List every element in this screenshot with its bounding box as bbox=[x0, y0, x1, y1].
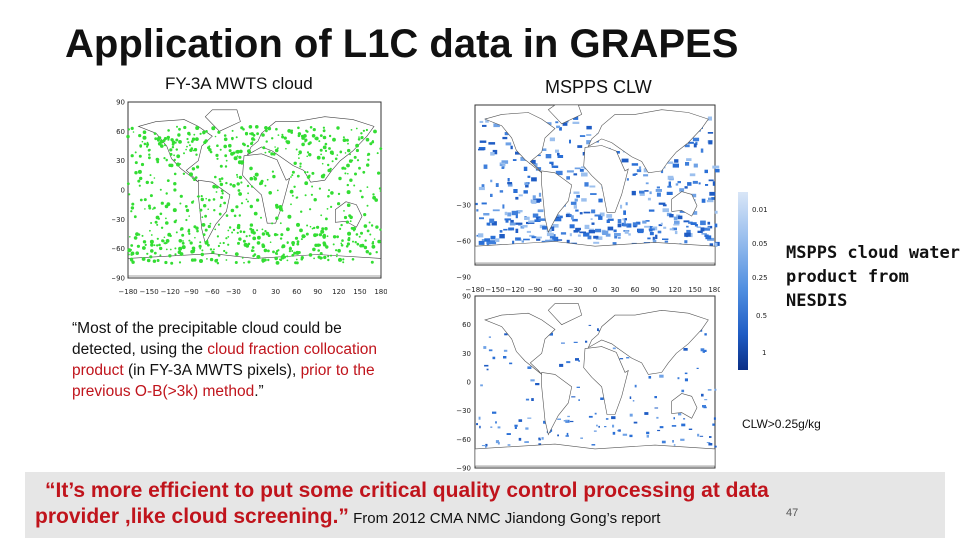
legend-label: 0.05 bbox=[752, 240, 768, 248]
lat-tick: 60 bbox=[116, 128, 125, 136]
lon-tick: −30 bbox=[226, 288, 241, 296]
lon-tick: 60 bbox=[631, 286, 640, 294]
continent-outline bbox=[474, 241, 716, 264]
clw-threshold: CLW>0.25g/kg bbox=[742, 417, 821, 431]
lat-tick: −60 bbox=[456, 238, 471, 246]
continent-outline bbox=[547, 303, 583, 326]
lon-tick: 90 bbox=[313, 288, 322, 296]
lon-tick: 30 bbox=[611, 286, 620, 294]
continent-outline bbox=[137, 119, 213, 183]
lat-tick: −90 bbox=[112, 275, 125, 283]
lon-tick: 90 bbox=[651, 286, 660, 294]
lon-tick: 60 bbox=[292, 288, 301, 296]
lat-tick: −90 bbox=[456, 465, 471, 473]
clw-color-legend bbox=[738, 192, 772, 370]
continent-outline bbox=[335, 201, 363, 228]
cloud-detection-quote: “Most of the precipitable cloud could be… bbox=[72, 320, 378, 400]
lon-tick: 0 bbox=[593, 286, 597, 294]
bottom-quote-line2: provider ,like cloud screening.” From 20… bbox=[35, 505, 661, 528]
continent-outline bbox=[474, 443, 716, 467]
lat-tick: 90 bbox=[116, 99, 125, 107]
lat-tick: 0 bbox=[121, 187, 125, 195]
lat-tick: −30 bbox=[456, 407, 471, 415]
slide-title: Application of L1C data in GRAPES bbox=[65, 22, 739, 66]
lat-tick: 30 bbox=[462, 350, 471, 358]
legend-label: 1 bbox=[762, 349, 767, 357]
lat-tick: −60 bbox=[456, 436, 471, 444]
nesdis-note: MSPPS cloud water product from NESDIS bbox=[786, 243, 960, 311]
continent-outline bbox=[547, 104, 583, 125]
continent-outline bbox=[587, 309, 709, 375]
lon-tick: −120 bbox=[505, 286, 524, 294]
continent-outline bbox=[242, 153, 291, 224]
lat-tick: 30 bbox=[116, 157, 125, 165]
legend-label: 0.01 bbox=[752, 206, 768, 214]
lat-tick: 0 bbox=[467, 379, 471, 387]
lon-tick: −30 bbox=[568, 286, 583, 294]
lon-tick: 180 bbox=[374, 288, 387, 296]
mspps-clw-map-bottom: 90 60 30 0 −30 −60 −90 bbox=[456, 293, 717, 473]
continent-outline bbox=[671, 393, 698, 419]
lon-tick: −150 bbox=[139, 288, 158, 296]
right-map-label: MSPPS CLW bbox=[545, 77, 652, 97]
legend-label: 0.25 bbox=[752, 274, 768, 282]
lon-tick: 150 bbox=[688, 286, 701, 294]
lat-tick: 60 bbox=[462, 321, 471, 329]
quote-source: From 2012 CMA NMC Jiandong Gong’s report bbox=[348, 510, 661, 527]
lon-tick: −180 bbox=[465, 286, 484, 294]
continent-outline bbox=[484, 312, 556, 375]
mspps-clw-map-top: −30 −60 −90 −180 −150 −120 −90 −60 −30 0 30 60 90 12… bbox=[456, 104, 720, 294]
continent-outline bbox=[204, 109, 241, 132]
lon-tick: 120 bbox=[332, 288, 345, 296]
lon-tick: −60 bbox=[205, 288, 220, 296]
lon-tick: 150 bbox=[353, 288, 366, 296]
continent-outline bbox=[583, 145, 629, 213]
continent-outline bbox=[484, 112, 556, 174]
lat-tick: −30 bbox=[456, 202, 471, 210]
lon-tick: −180 bbox=[118, 288, 137, 296]
bottom-quote-box bbox=[25, 472, 945, 538]
legend-label: 0.5 bbox=[756, 312, 768, 320]
lon-tick: −120 bbox=[161, 288, 180, 296]
continent-outline bbox=[583, 346, 629, 415]
lon-tick: −90 bbox=[184, 288, 199, 296]
lon-tick: −90 bbox=[528, 286, 543, 294]
lat-tick: −90 bbox=[456, 274, 471, 282]
lon-tick: 120 bbox=[668, 286, 681, 294]
lon-tick: −150 bbox=[485, 286, 504, 294]
page-number: 47 bbox=[786, 507, 799, 519]
lon-tick: −60 bbox=[548, 286, 563, 294]
bottom-quote-line1: “It’s more efficient to put some critica… bbox=[45, 479, 769, 502]
mwts-cloud-map: 90 60 30 0 −30 −60 −90 −180 −150 −120 −90 −60 −30 0 3… bbox=[112, 99, 387, 297]
continent-outline bbox=[541, 372, 573, 436]
continent-outline bbox=[671, 191, 698, 217]
continent-outline bbox=[541, 170, 573, 233]
lat-tick: −60 bbox=[112, 245, 125, 253]
lon-tick: 30 bbox=[271, 288, 280, 296]
lat-tick: −30 bbox=[112, 216, 125, 224]
lat-tick: 90 bbox=[462, 293, 471, 301]
left-map-label: FY-3A MWTS cloud bbox=[165, 74, 313, 93]
lon-tick: 180 bbox=[708, 286, 720, 294]
lon-tick: 0 bbox=[252, 288, 256, 296]
continent-outline bbox=[587, 109, 709, 174]
